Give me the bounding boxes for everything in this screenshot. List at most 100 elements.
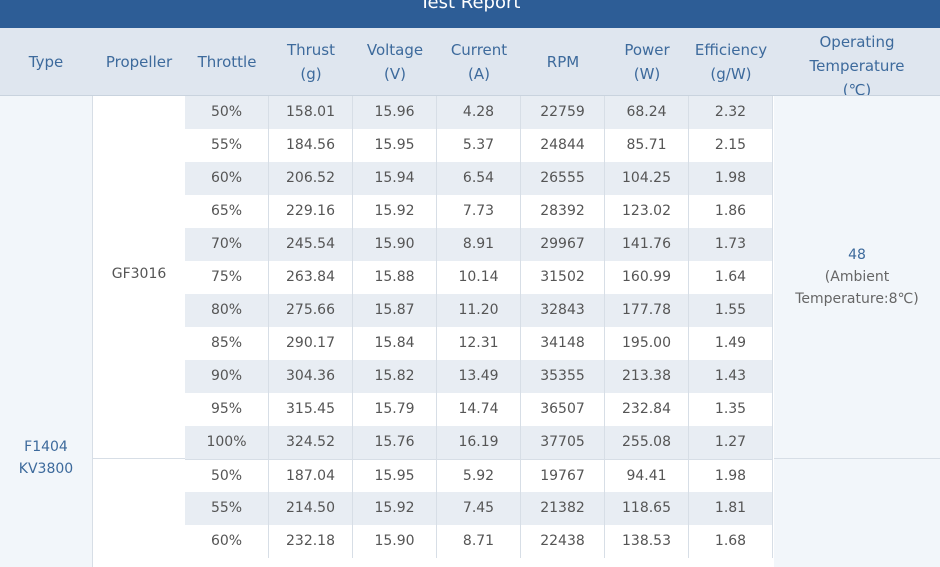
power-cell: 123.02 [605,195,689,228]
table-row: 60% 232.18 15.90 8.71 22438 138.53 1.68 [185,525,773,558]
table-row: 65% 229.16 15.92 7.73 28392 123.02 1.86 [185,195,773,228]
header-power: Power (W) [605,28,689,95]
table-body: F1404 KV3800 GF3016 50% 158.01 15.96 4.28 22… [0,96,940,567]
thrust-cell: 187.04 [269,460,353,493]
table-row: 95% 315.45 15.79 14.74 36507 232.84 1.35 [185,393,773,426]
thrust-cell: 229.16 [269,195,353,228]
header-rpm-label: RPM [546,52,580,71]
thrust-cell: 290.17 [269,327,353,360]
throttle-cell: 70% [185,228,269,261]
efficiency-cell: 1.64 [689,261,773,294]
throttle-cell: 55% [185,492,269,525]
current-cell: 8.71 [437,525,521,558]
power-cell: 213.38 [605,360,689,393]
voltage-cell: 15.76 [353,426,437,459]
table-row: 100% 324.52 15.76 16.19 37705 255.08 1.27 [185,426,773,459]
throttle-cell: 60% [185,525,269,558]
table-row: 60% 206.52 15.94 6.54 26555 104.25 1.98 [185,162,773,195]
current-cell: 4.28 [437,96,521,129]
type-cell: F1404 KV3800 [0,96,93,567]
efficiency-cell: 1.43 [689,360,773,393]
rpm-cell: 22438 [521,525,605,558]
throttle-cell: 60% [185,162,269,195]
table-header: Type Propeller Throttle Thrust (g) Volta… [0,28,940,96]
table-row: 55% 214.50 15.92 7.45 21382 118.65 1.81 [185,492,773,525]
throttle-cell: 95% [185,393,269,426]
voltage-cell: 15.79 [353,393,437,426]
header-throttle-label: Throttle [197,52,257,71]
voltage-cell: 15.92 [353,492,437,525]
thrust-cell: 263.84 [269,261,353,294]
power-cell: 138.53 [605,525,689,558]
rpm-cell: 21382 [521,492,605,525]
voltage-cell: 15.95 [353,460,437,493]
thrust-cell: 324.52 [269,426,353,459]
efficiency-cell: 1.27 [689,426,773,459]
voltage-cell: 15.92 [353,195,437,228]
propeller-name: GF3016 [111,266,167,282]
power-cell: 160.99 [605,261,689,294]
propeller-cell-group-1: GF3016 [93,96,185,459]
thrust-cell: 315.45 [269,393,353,426]
header-type: Type [0,28,92,95]
data-rows: 50% 158.01 15.96 4.28 22759 68.24 2.32 55% 184.5… [185,96,773,567]
header-type-label: Type [28,52,64,71]
header-operating-temperature-label: Operating Temperature (℃) [809,33,905,95]
rpm-cell: 24844 [521,129,605,162]
current-cell: 7.45 [437,492,521,525]
voltage-cell: 15.82 [353,360,437,393]
efficiency-cell: 1.68 [689,525,773,558]
current-cell: 11.20 [437,294,521,327]
header-throttle: Throttle [185,28,269,95]
efficiency-cell: 1.35 [689,393,773,426]
thrust-cell: 206.52 [269,162,353,195]
header-thrust-label: Thrust (g) [286,40,336,83]
rpm-cell: 26555 [521,162,605,195]
header-efficiency: Efficiency (g/W) [689,28,773,95]
voltage-cell: 15.95 [353,129,437,162]
efficiency-cell: 2.32 [689,96,773,129]
efficiency-cell: 1.49 [689,327,773,360]
efficiency-cell: 1.73 [689,228,773,261]
voltage-cell: 15.87 [353,294,437,327]
throttle-cell: 100% [185,426,269,459]
current-cell: 7.73 [437,195,521,228]
propeller-column: GF3016 [93,96,185,567]
power-cell: 68.24 [605,96,689,129]
power-cell: 195.00 [605,327,689,360]
power-cell: 177.78 [605,294,689,327]
header-voltage: Voltage (V) [353,28,437,95]
voltage-cell: 15.88 [353,261,437,294]
efficiency-cell: 1.86 [689,195,773,228]
rpm-cell: 35355 [521,360,605,393]
rpm-cell: 32843 [521,294,605,327]
efficiency-cell: 1.81 [689,492,773,525]
current-cell: 6.54 [437,162,521,195]
current-cell: 8.91 [437,228,521,261]
header-voltage-label: Voltage (V) [366,40,424,83]
temperature-column: 48 (Ambient Temperature:8℃) [774,96,940,567]
throttle-cell: 65% [185,195,269,228]
current-cell: 16.19 [437,426,521,459]
header-power-label: Power (W) [624,40,670,83]
rpm-cell: 31502 [521,261,605,294]
efficiency-cell: 1.55 [689,294,773,327]
current-cell: 12.31 [437,327,521,360]
table-row: 75% 263.84 15.88 10.14 31502 160.99 1.64 [185,261,773,294]
current-cell: 13.49 [437,360,521,393]
table-row: 80% 275.66 15.87 11.20 32843 177.78 1.55 [185,294,773,327]
thrust-cell: 184.56 [269,129,353,162]
ambient-temperature-note: (Ambient Temperature:8℃) [795,269,919,307]
voltage-cell: 15.90 [353,525,437,558]
motor-type: F1404 KV3800 [18,439,74,477]
thrust-cell: 158.01 [269,96,353,129]
table-row: 50% 187.04 15.95 5.92 19767 94.41 1.98 [185,459,773,493]
power-cell: 141.76 [605,228,689,261]
header-current: Current (A) [437,28,521,95]
current-cell: 14.74 [437,393,521,426]
efficiency-cell: 1.98 [689,460,773,493]
header-efficiency-label: Efficiency (g/W) [694,40,768,83]
voltage-cell: 15.90 [353,228,437,261]
power-cell: 255.08 [605,426,689,459]
current-cell: 5.92 [437,460,521,493]
